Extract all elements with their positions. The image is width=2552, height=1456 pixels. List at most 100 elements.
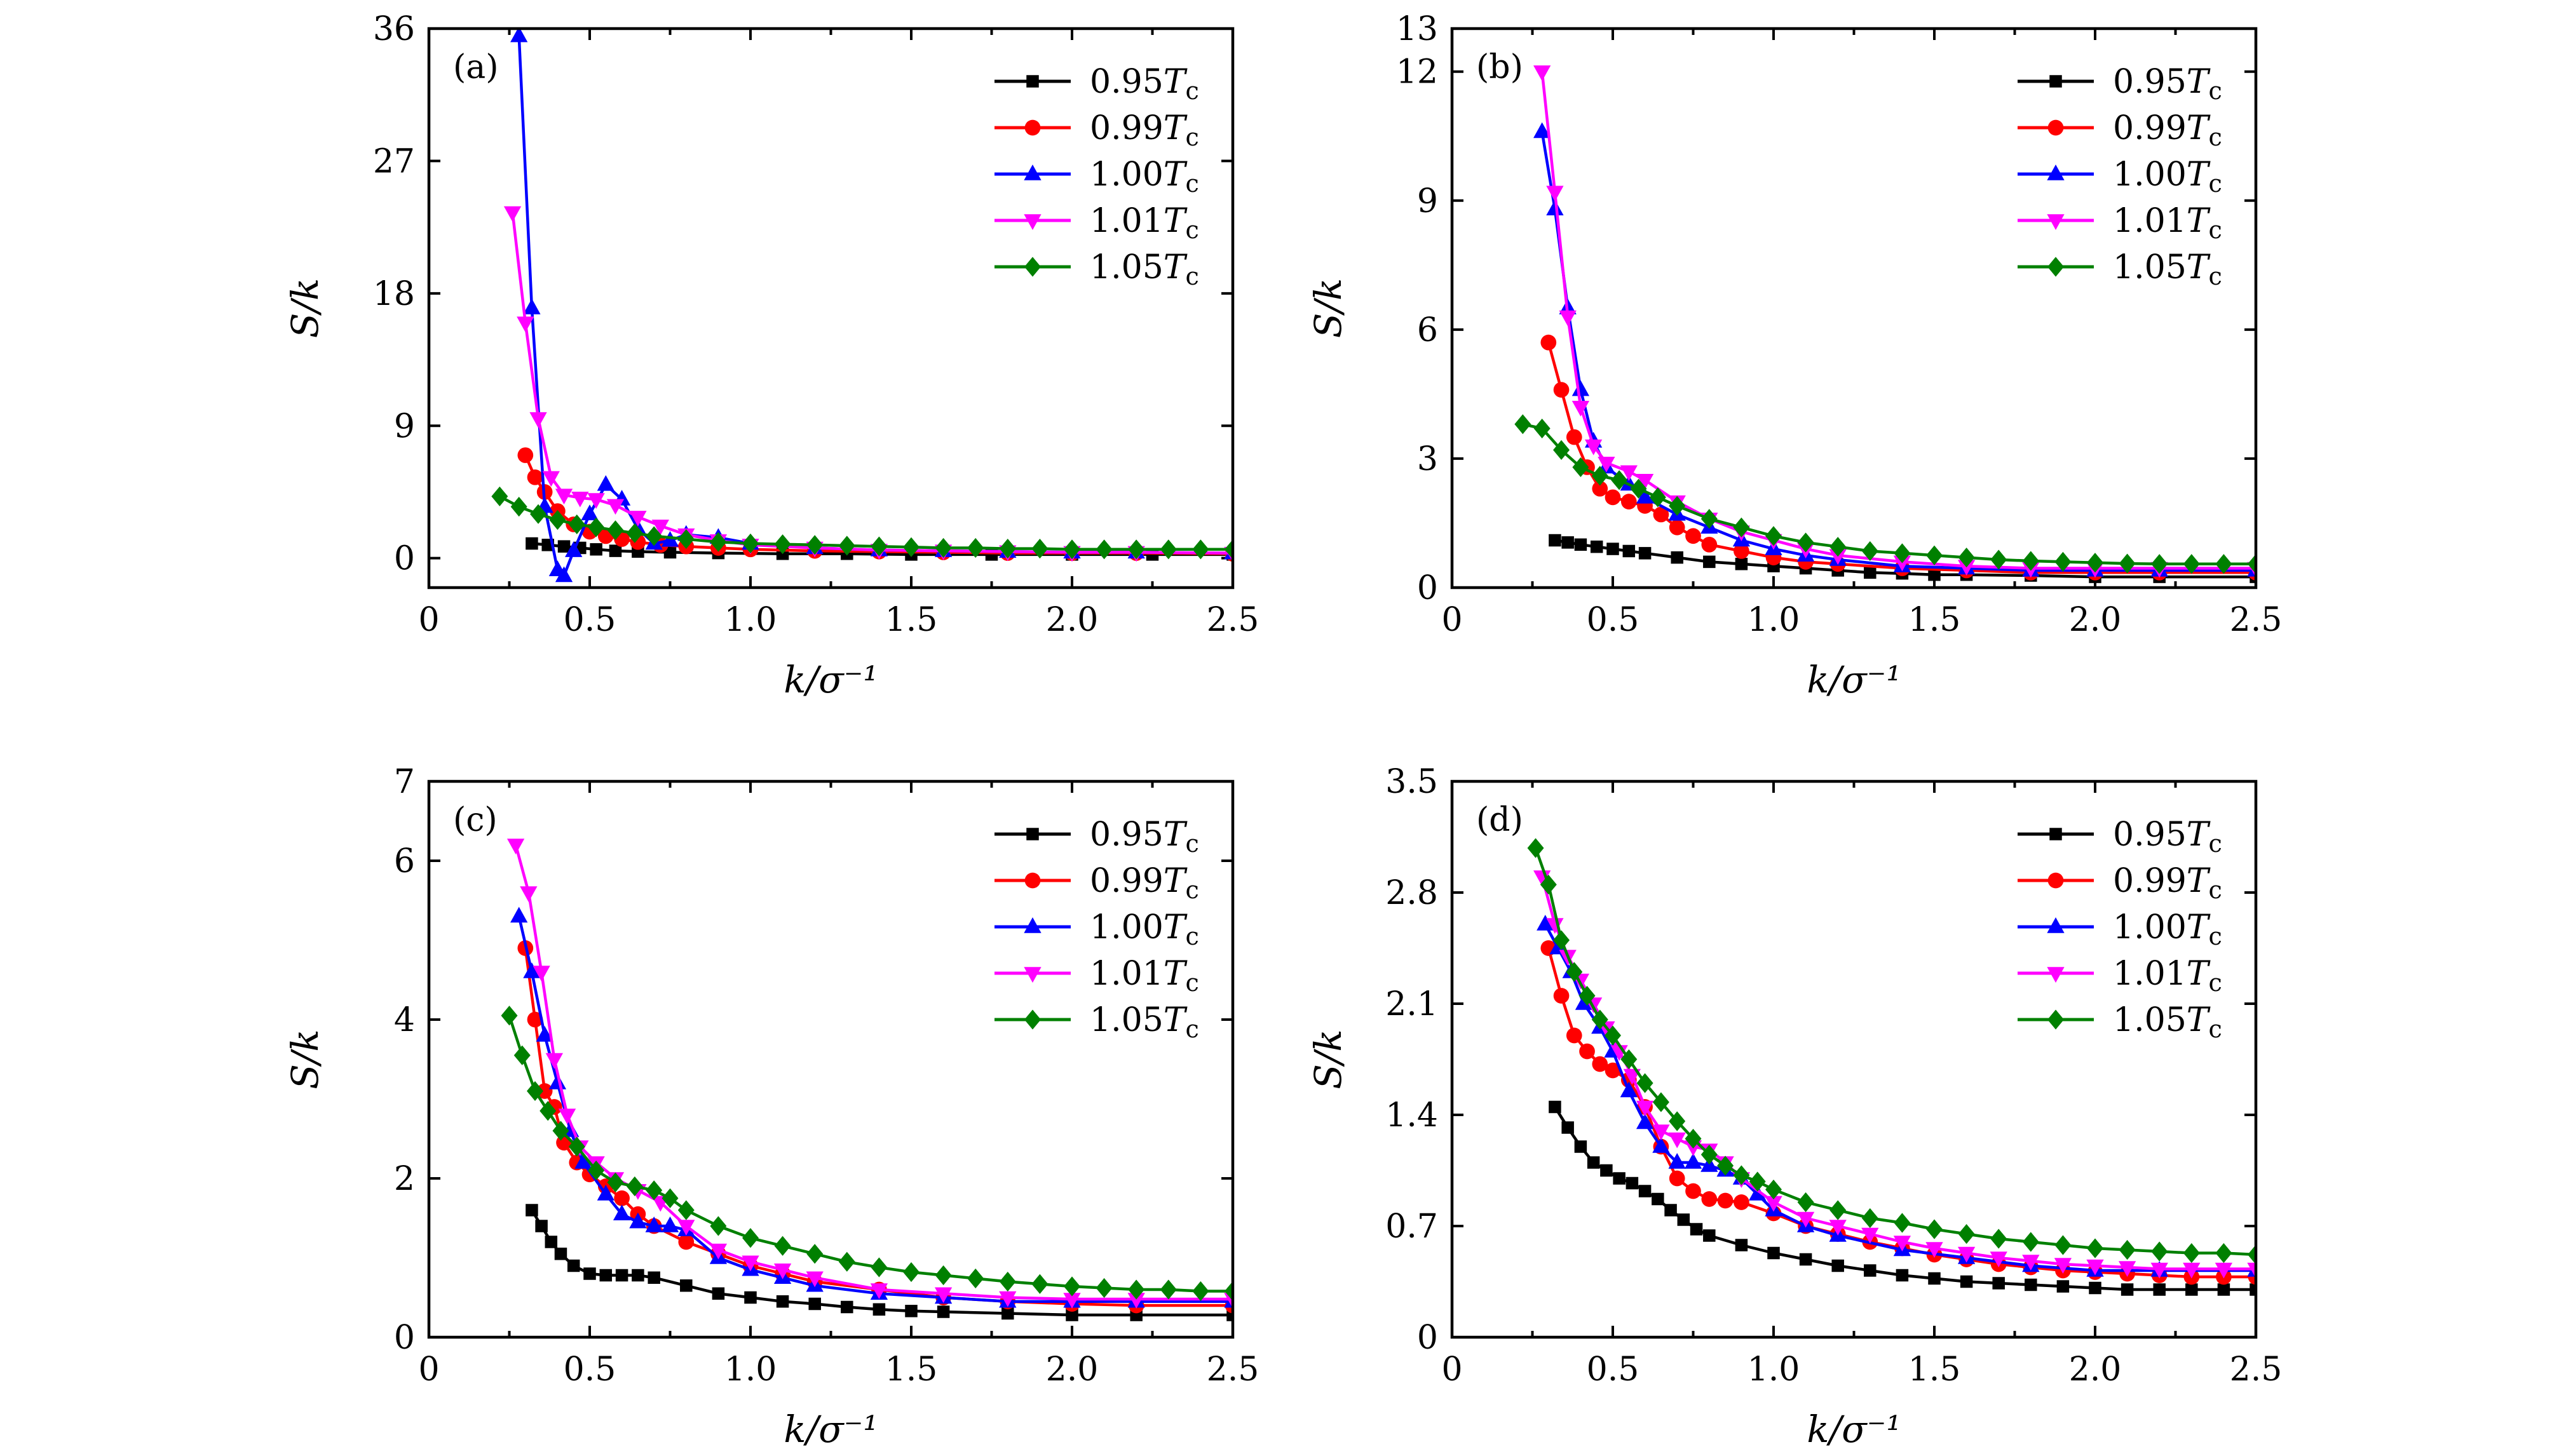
series-line-1.05 — [508, 1014, 1233, 1293]
legend-label: 0.99Tc — [2113, 109, 2222, 151]
x-axis-label: k/σ⁻¹ — [784, 658, 878, 701]
data-point-0.99 — [536, 1083, 553, 1099]
y-tick-label: 3.5 — [1385, 763, 1438, 801]
data-point-1.00 — [523, 299, 541, 314]
data-point-0.95 — [1561, 1121, 1574, 1134]
data-point-1.05 — [1225, 1281, 1233, 1302]
legend-marker — [2047, 257, 2064, 277]
data-point-0.99 — [1566, 1027, 1582, 1044]
data-point-0.95 — [1960, 1275, 1973, 1288]
y-tick-label: 7 — [394, 763, 415, 801]
data-point-1.00 — [574, 1153, 592, 1169]
data-point-1.01 — [2215, 1262, 2233, 1279]
legend-label: 1.01Tc — [1090, 955, 1199, 997]
data-point-1.05 — [2119, 1239, 2136, 1260]
data-point-1.01 — [1620, 465, 1638, 482]
data-point-0.95 — [2089, 1281, 2101, 1295]
data-point-1.05 — [588, 1160, 605, 1181]
panel-c: 0 0.5 1.0 1.5 2.0 2.5 0 2 4 6 7 k/σ⁻¹ S/k (c) 0.95Tc0.… — [283, 763, 1259, 1451]
y-tick-label: 6 — [394, 842, 415, 880]
data-point-1.01 — [709, 1243, 728, 1260]
y-axis-label: S/k — [1307, 278, 1350, 338]
data-point-1.01 — [1636, 1100, 1654, 1117]
data-point-1.01 — [1127, 1293, 1145, 1309]
data-point-1.00 — [613, 1204, 631, 1220]
data-point-0.99 — [1701, 1191, 1718, 1207]
data-point-1.05 — [1591, 1009, 1608, 1030]
data-point-1.01 — [587, 493, 605, 509]
data-point-1.01 — [2118, 1261, 2136, 1277]
data-point-0.95 — [1549, 1100, 1561, 1114]
data-point-0.95 — [1690, 1223, 1703, 1236]
data-point-1.05 — [1527, 838, 1544, 858]
y-axis-label: S/k — [1307, 1029, 1350, 1089]
data-point-1.05 — [607, 520, 624, 541]
data-point-1.01 — [934, 1287, 953, 1304]
series-line-0.99 — [1547, 340, 2256, 574]
data-point-0.99 — [1734, 1194, 1749, 1210]
data-point-1.05 — [1031, 539, 1049, 559]
y-tick-label: 3 — [1417, 440, 1438, 478]
y-tick-label: 0 — [394, 1319, 415, 1357]
data-point-0.95 — [841, 1300, 853, 1314]
data-point-1.05 — [1733, 517, 1750, 537]
data-point-1.05 — [1829, 1200, 1847, 1220]
data-point-1.05 — [1669, 1111, 1686, 1131]
data-point-1.05 — [2248, 1244, 2256, 1265]
y-tick-label: 2.8 — [1385, 874, 1438, 912]
data-point-0.99 — [1669, 519, 1685, 536]
series-line-1.01 — [1540, 70, 2256, 570]
data-point-1.05 — [1685, 1128, 1702, 1149]
data-point-1.01 — [2086, 1259, 2104, 1276]
x-axis-label: k/σ⁻¹ — [1807, 658, 1901, 701]
data-point-0.95 — [872, 1303, 886, 1316]
data-point-1.01 — [1636, 474, 1654, 490]
y-tick-label: 4 — [394, 1001, 415, 1039]
data-point-1.05 — [1958, 548, 1975, 568]
data-point-0.99 — [1734, 543, 1749, 559]
plot-frame — [427, 779, 1235, 1339]
data-point-1.01 — [677, 1220, 695, 1236]
data-point-0.95 — [712, 1287, 725, 1300]
data-point-1.05 — [1605, 1025, 1621, 1046]
data-point-1.01 — [520, 886, 538, 902]
legend-marker — [1024, 872, 1041, 889]
legend-marker — [1024, 119, 1041, 136]
data-point-0.95 — [2056, 1280, 2070, 1293]
data-point-1.01 — [558, 1109, 576, 1124]
data-point-1.05 — [2215, 1243, 2232, 1264]
legend-label: 0.99Tc — [1090, 862, 1199, 904]
data-point-1.05 — [871, 1257, 888, 1277]
plot-area — [501, 839, 1233, 1321]
data-point-1.05 — [999, 539, 1016, 559]
data-point-1.01 — [517, 316, 534, 333]
panel-b: 0 0.5 1.0 1.5 2.0 2.5 0 3 6 9 12 13 k/σ⁻¹ S/k (b) 0.95T… — [1307, 10, 2282, 701]
data-point-1.05 — [1128, 1279, 1145, 1300]
data-point-1.05 — [513, 1045, 531, 1065]
data-point-0.99 — [1653, 506, 1669, 523]
data-point-0.99 — [1592, 1056, 1608, 1072]
x-tick-label: 1.0 — [724, 1351, 777, 1389]
data-point-0.95 — [1549, 534, 1561, 547]
data-point-1.05 — [1649, 487, 1666, 508]
data-point-1.05 — [742, 533, 759, 554]
legend-label: 0.95Tc — [1090, 63, 1199, 105]
plot-area — [491, 29, 1233, 583]
data-point-1.05 — [626, 523, 643, 543]
x-tick-label: 1.0 — [724, 601, 777, 639]
data-point-0.95 — [648, 1271, 660, 1284]
data-point-1.05 — [1894, 1213, 1911, 1233]
data-point-1.01 — [1598, 456, 1615, 473]
data-point-1.05 — [1990, 549, 2007, 570]
data-point-1.05 — [806, 535, 824, 555]
data-point-1.05 — [1700, 1144, 1718, 1165]
data-point-1.01 — [571, 491, 589, 508]
data-point-0.95 — [615, 1269, 628, 1282]
data-point-0.95 — [1626, 1176, 1639, 1190]
data-point-0.95 — [583, 1267, 596, 1280]
x-tick-label: 0.5 — [564, 1351, 616, 1389]
data-point-1.05 — [2022, 551, 2039, 571]
